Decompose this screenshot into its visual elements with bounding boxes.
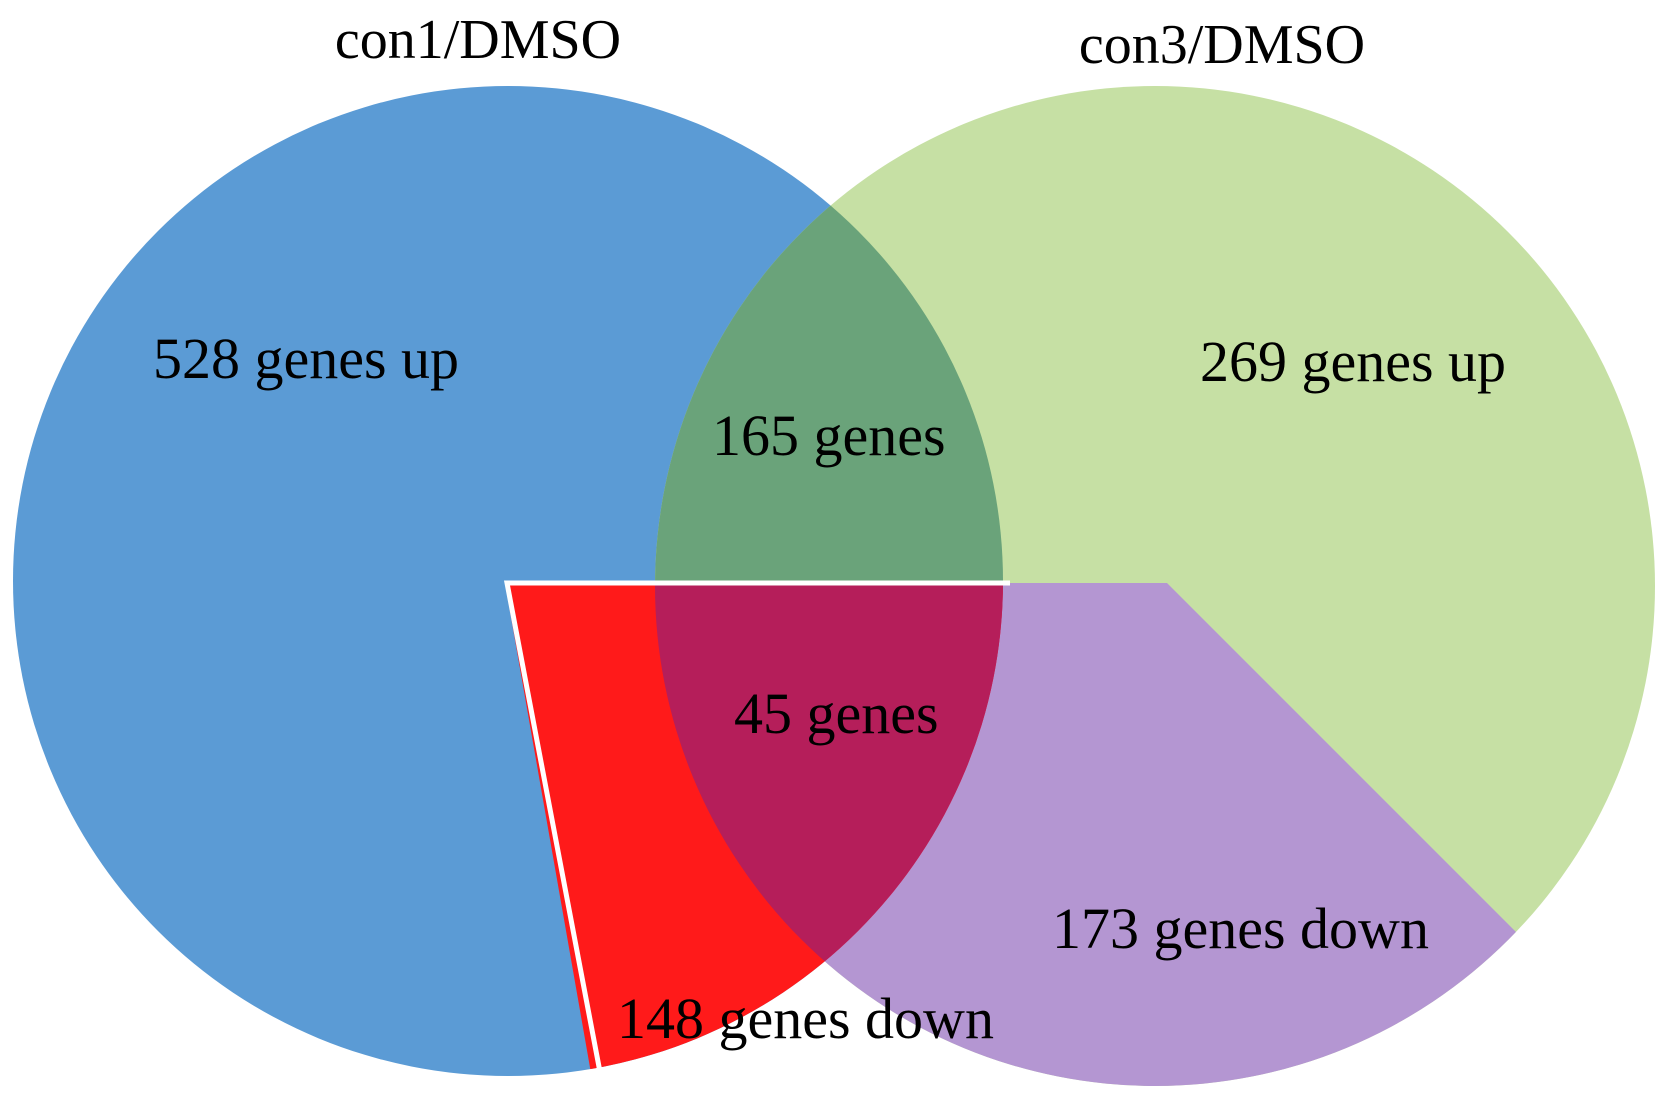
con1-title: con1/DMSO	[335, 9, 621, 71]
con3-up-label: 269 genes up	[1200, 329, 1506, 394]
con1-up-label: 528 genes up	[153, 326, 459, 391]
con3-down-label: 173 genes down	[1052, 896, 1429, 961]
overlap-up-label: 165 genes	[712, 403, 946, 468]
con3-title: con3/DMSO	[1079, 14, 1365, 76]
down-sector-border	[503, 580, 1010, 1073]
overlap-down-label: 45 genes	[734, 681, 939, 746]
con1-down-label: 148 genes down	[617, 986, 994, 1051]
